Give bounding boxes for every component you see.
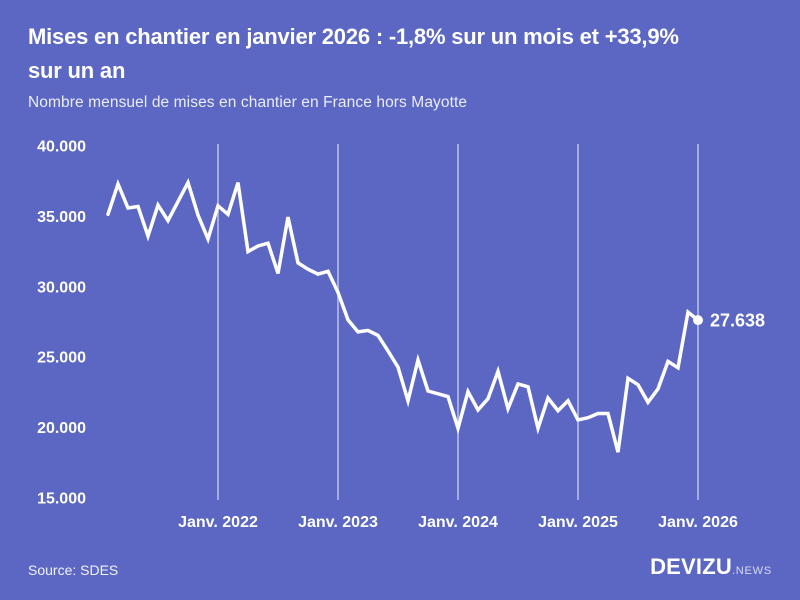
logo-main-text: DEVIZU: [650, 554, 732, 579]
y-axis-tick-label: 40.000: [37, 139, 86, 156]
x-axis-tick-label: Janv. 2025: [538, 514, 618, 531]
data-line: [106, 178, 700, 453]
y-axis-tick-label: 35.000: [37, 209, 86, 226]
chart-subtitle: Nombre mensuel de mises en chantier en F…: [28, 94, 468, 111]
chart-footer: Source: SDES DEVIZU.NEWS: [28, 554, 772, 582]
y-axis-tick-label: 15.000: [37, 491, 86, 508]
x-axis-tick-label: Janv. 2024: [418, 514, 498, 531]
devizu-logo: DEVIZU.NEWS: [650, 554, 772, 580]
logo-suffix-text: .NEWS: [731, 565, 772, 577]
y-axis-tick-label: 20.000: [37, 420, 86, 437]
endpoint-value-label: 27.638: [710, 311, 765, 331]
y-axis-tick-label: 25.000: [37, 350, 86, 367]
x-axis-tick-label: Janv. 2022: [178, 514, 258, 531]
x-axis-tick-label: Janv. 2023: [298, 514, 378, 531]
x-axis-tick-label: Janv. 2026: [658, 514, 738, 531]
title-line-2: sur un an: [28, 58, 126, 83]
chart-header: Mises en chantier en janvier 2026 : -1,8…: [28, 20, 788, 112]
source-label: Source: SDES: [28, 562, 119, 578]
line-chart: 40.000 35.000 30.000 25.000 20.000 15.000 Janv…: [37, 139, 765, 532]
page-title: Mises en chantier en janvier 2026 : -1,8…: [28, 20, 788, 88]
y-axis-tick-label: 30.000: [37, 279, 86, 296]
title-line-1: Mises en chantier en janvier 2026 : -1,8…: [28, 24, 679, 49]
endpoint-marker: [693, 315, 703, 326]
